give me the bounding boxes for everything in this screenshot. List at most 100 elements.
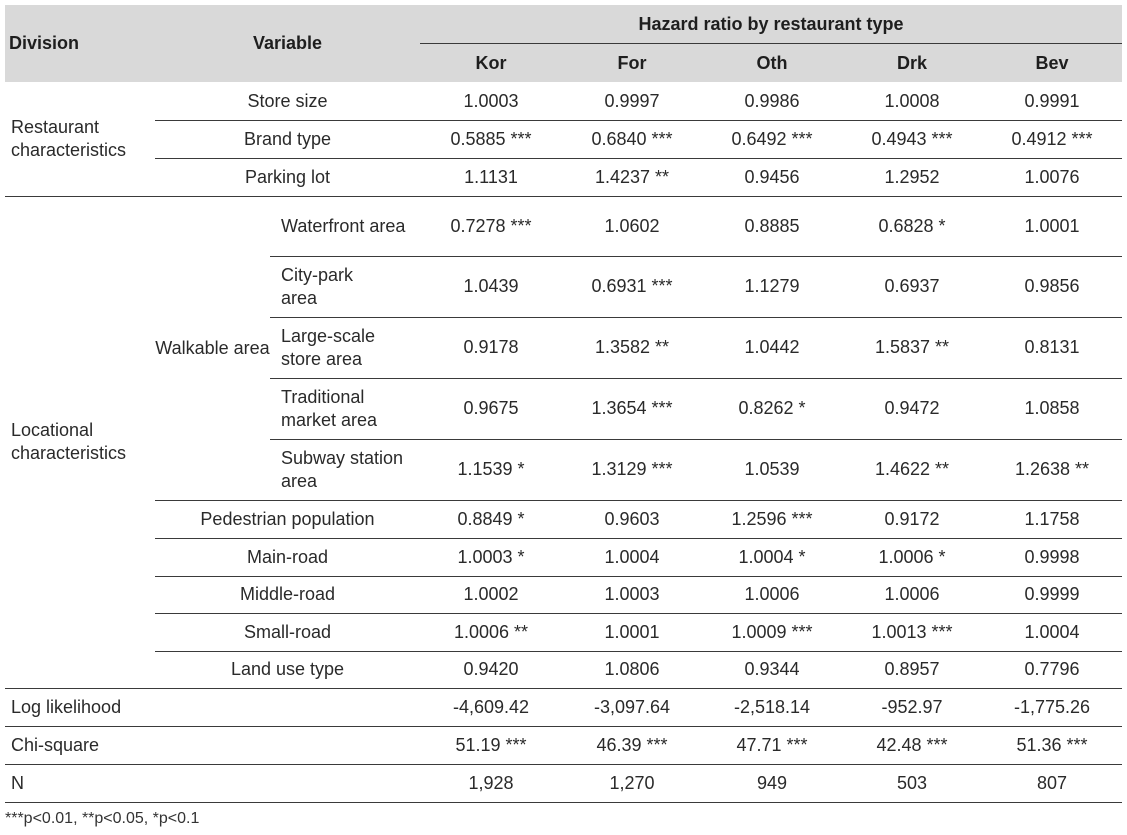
header-col-drk: Drk — [896, 52, 927, 73]
variable-label: Log likelihood — [11, 696, 122, 717]
table-cell: 0.6931 *** — [591, 276, 673, 296]
variable-label: Main-road — [246, 546, 329, 567]
row-divider — [270, 317, 1122, 318]
table-cell: 0.9997 — [604, 90, 660, 111]
variable-label: Land use type — [230, 659, 345, 679]
table-cell: 0.9856 — [1024, 276, 1080, 296]
table-cell: 47.71 *** — [736, 734, 808, 755]
table-cell: 1.1131 — [464, 166, 518, 187]
table-cell: 1.0006 ** — [453, 621, 529, 642]
table-cell: 1.0006 * — [878, 546, 946, 567]
table-cell: 0.7796 — [1024, 659, 1080, 679]
table-cell: 0.8957 — [884, 659, 940, 679]
row-divider — [155, 500, 1122, 501]
row-divider — [5, 688, 1122, 689]
table-cell: 0.6492 *** — [731, 128, 813, 149]
table-cell: 1.0858 — [1024, 398, 1080, 418]
table-cell: -3,097.64 — [593, 696, 671, 717]
variable-label: Traditional market area — [281, 386, 378, 430]
table-cell: 0.9172 — [884, 508, 940, 529]
table-cell: 807 — [1036, 772, 1068, 793]
table-cell: 0.9472 — [884, 398, 940, 418]
variable-label: Small-road — [243, 621, 332, 642]
table-cell: 1.3129 *** — [591, 459, 673, 479]
header-col-oth: Oth — [756, 52, 788, 73]
variable-label: Large-scale store area — [281, 325, 376, 369]
table-cell: 0.8885 — [744, 215, 800, 236]
table-cell: 1.0004 — [1024, 621, 1080, 642]
row-divider — [155, 120, 1122, 121]
table-cell: 51.36 *** — [1016, 734, 1088, 755]
variable-label: Middle-road — [239, 584, 336, 604]
table-cell: -1,775.26 — [1013, 696, 1091, 717]
variable-label: City-park area — [281, 264, 354, 308]
table-cell: 1,270 — [609, 772, 655, 793]
table-cell: 1.5837 ** — [874, 337, 950, 357]
variable-label: Waterfront area — [281, 215, 406, 236]
table-cell: 1.0076 — [1024, 166, 1080, 187]
table-cell: 1,928 — [468, 772, 514, 793]
table-cell: 0.6828 * — [878, 215, 946, 236]
table-cell: 949 — [756, 772, 788, 793]
table-cell: 0.8262 * — [738, 398, 806, 418]
group-locational-characteristics: Locational characteristics — [11, 420, 127, 463]
header-col-for: For — [617, 52, 647, 73]
table-cell: 1.4237 ** — [594, 166, 670, 187]
row-divider — [5, 196, 1122, 197]
table-cell: 1.0002 — [463, 584, 519, 604]
row-divider — [270, 378, 1122, 379]
row-divider — [270, 439, 1122, 440]
footnote: ***p<0.01, **p<0.05, *p<0.1 — [5, 810, 200, 827]
table-cell: 1.0003 — [604, 584, 660, 604]
table-cell: -952.97 — [881, 696, 943, 717]
table-cell: 46.39 *** — [596, 734, 668, 755]
variable-label: Brand type — [243, 128, 332, 149]
header-divider — [420, 43, 1122, 44]
table-cell: 1.0442 — [744, 337, 800, 357]
table-cell: 1.0004 * — [738, 546, 806, 567]
variable-label: Chi-square — [11, 734, 100, 755]
header-division: Division — [9, 33, 80, 53]
variable-label: Store size — [247, 90, 328, 111]
table-cell: 1.0004 — [604, 546, 660, 567]
table-cell: 51.19 *** — [455, 734, 527, 755]
table-cell: 0.9603 — [604, 508, 660, 529]
table-cell: 0.9991 — [1024, 90, 1080, 111]
table-cell: 0.6840 *** — [591, 128, 673, 149]
table-cell: 0.9344 — [744, 659, 800, 679]
table-cell: 0.4912 *** — [1011, 128, 1093, 149]
row-divider — [155, 576, 1122, 577]
group-restaurant-characteristics: Restaurant characteristics — [11, 117, 127, 160]
table-cell: 1.0602 — [604, 215, 660, 236]
table-cell: 0.9998 — [1024, 546, 1080, 567]
variable-label: Pedestrian population — [200, 508, 375, 529]
table-cell: 1.0001 — [604, 621, 660, 642]
table-cell: 1.3654 *** — [591, 398, 673, 418]
table-cell: 0.9420 — [463, 659, 519, 679]
table-cell: 42.48 *** — [876, 734, 948, 755]
header-variable: Variable — [252, 33, 323, 53]
header-col-bev: Bev — [1035, 52, 1069, 73]
variable-label: Subway station area — [281, 447, 404, 491]
header-col-kor: Kor — [475, 52, 507, 73]
row-divider — [155, 651, 1122, 652]
table-cell: 1.0006 — [744, 584, 800, 604]
table-cell: 1.3582 ** — [594, 337, 670, 357]
table-cell: 1.0006 — [884, 584, 940, 604]
table-cell: -4,609.42 — [452, 696, 530, 717]
table-cell: 1.0439 — [463, 276, 519, 296]
table-cell: 503 — [896, 772, 928, 793]
row-divider — [155, 158, 1122, 159]
table-cell: 0.6937 — [884, 276, 940, 296]
table-cell: 0.4943 *** — [871, 128, 953, 149]
table-cell: 0.7278 *** — [450, 215, 532, 236]
table-cell: 1.0001 — [1024, 215, 1080, 236]
row-divider — [155, 538, 1122, 539]
table-cell: 1.1758 — [1024, 508, 1080, 529]
table-cell: 1.2952 — [884, 166, 940, 187]
group-walkable-area: Walkable area — [155, 337, 270, 358]
variable-label: N — [11, 772, 24, 793]
table-cell: 0.9986 — [744, 90, 800, 111]
row-divider — [5, 726, 1122, 727]
row-divider — [155, 613, 1122, 614]
